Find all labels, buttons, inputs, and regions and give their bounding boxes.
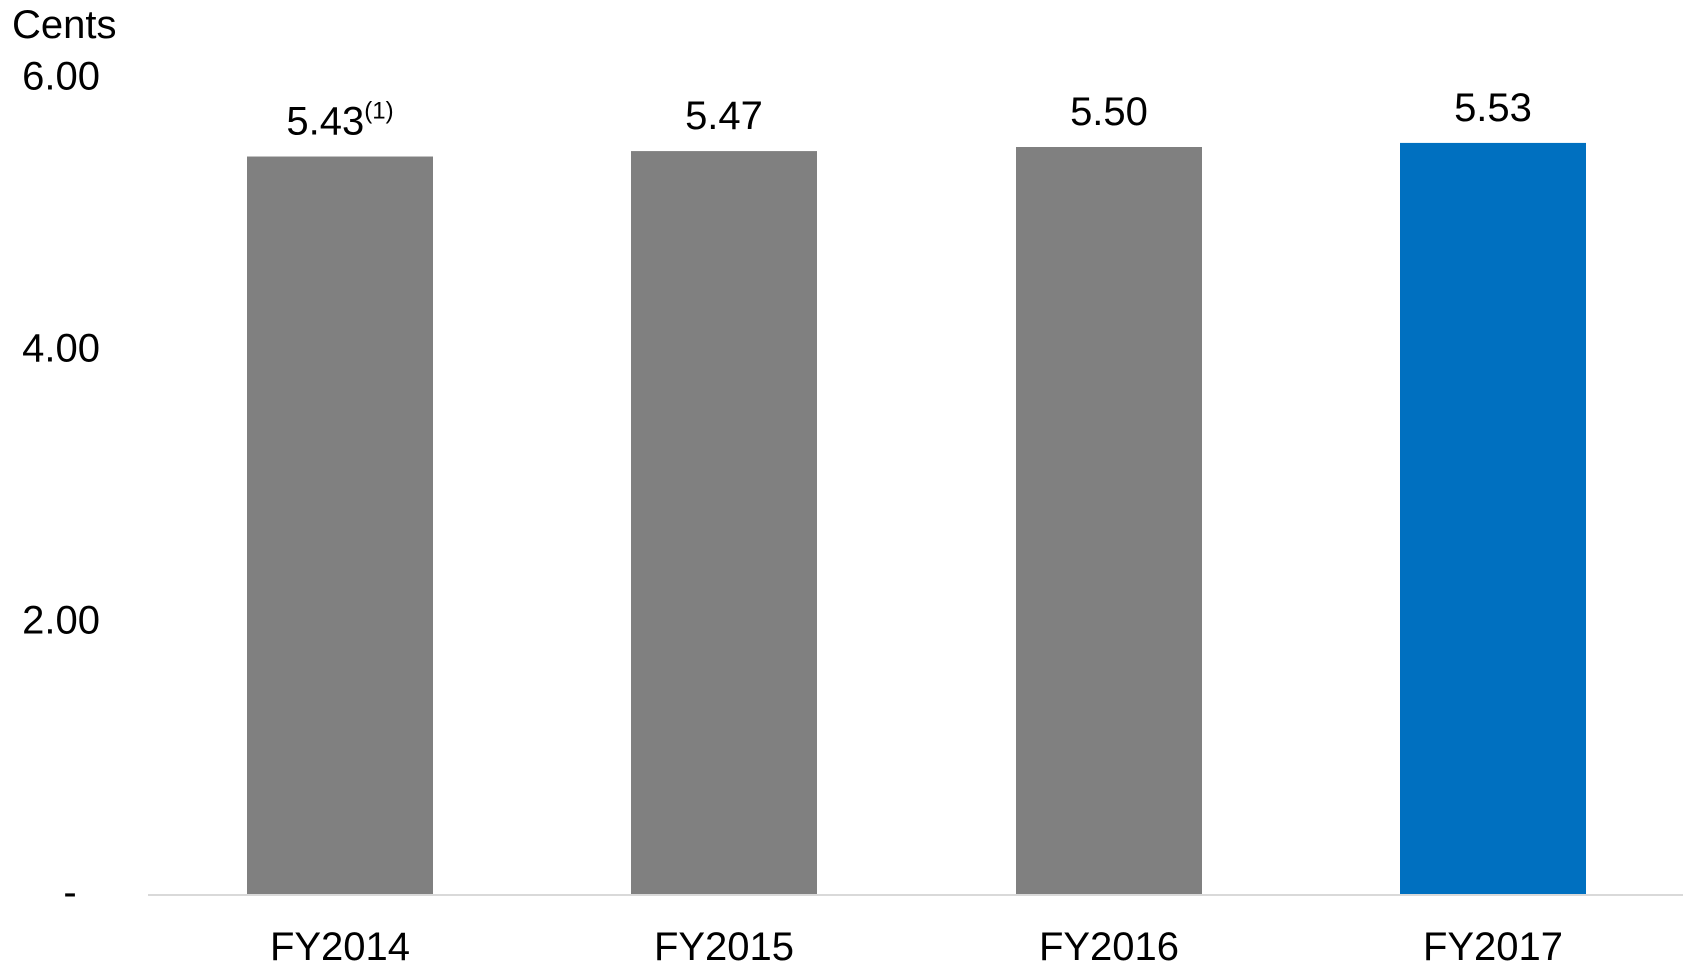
bar-fy2014 [247,156,433,895]
x-tick-label: FY2017 [1423,925,1563,967]
value-labels: 5.43(1) 5.47 5.50 5.53 [286,86,1532,144]
value-label-text: 5.53 [1454,86,1532,130]
value-label: 5.50 [1070,90,1148,134]
y-axis-ticks: - 2.00 4.00 6.00 [22,55,100,915]
x-tick-label: FY2015 [654,925,794,967]
y-tick-label: - [63,871,76,915]
bar-fy2015 [631,151,817,895]
value-label: 5.53 [1454,86,1532,130]
x-tick-label: FY2016 [1039,925,1179,967]
x-tick-label: FY2014 [270,925,410,967]
bars [247,142,1586,896]
y-tick-label: 4.00 [22,327,100,371]
y-tick-label: 2.00 [22,599,100,643]
value-label-text: 5.43 [286,100,364,144]
x-axis-ticks: FY2014 FY2015 FY2016 FY2017 [270,925,1563,967]
bar-fy2016 [1016,147,1202,895]
value-label-footnote: (1) [364,98,393,125]
y-axis-title: Cents [12,3,117,47]
value-label-text: 5.50 [1070,90,1148,134]
value-label: 5.43(1) [286,98,393,144]
value-label: 5.47 [685,94,763,138]
bar-fy2017 [1400,142,1586,896]
value-label-text: 5.47 [685,94,763,138]
y-tick-label: 6.00 [22,55,100,99]
